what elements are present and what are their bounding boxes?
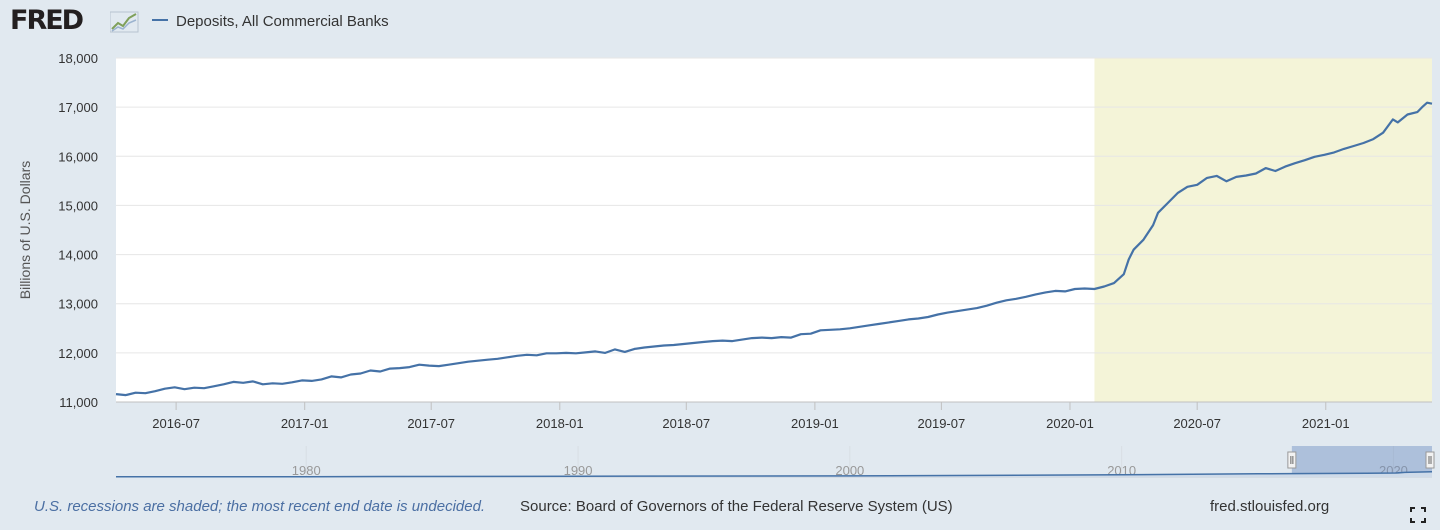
navigator-tick-label: 1980 <box>292 463 321 478</box>
chart-footer: U.S. recessions are shaded; the most rec… <box>0 498 1440 518</box>
navigator-handle-right[interactable] <box>1425 451 1435 469</box>
series-line <box>115 101 1433 397</box>
fullscreen-icon[interactable] <box>1410 507 1426 523</box>
chart-legend[interactable]: Deposits, All Commercial Banks <box>152 13 389 30</box>
handle-box <box>1287 451 1297 469</box>
y-tick-label: 14,000 <box>58 248 98 263</box>
x-tick-label: 2018-07 <box>662 416 710 431</box>
recession-note: U.S. recessions are shaded; the most rec… <box>34 498 486 515</box>
deposits-chart[interactable]: 11,000 12,000 13,000 14,000 15,000 16,000 17,0… <box>0 44 1440 492</box>
y-tick-label: 16,000 <box>58 149 98 164</box>
legend-label: Deposits, All Commercial Banks <box>176 13 389 30</box>
y-tick-label: 18,000 <box>58 51 98 66</box>
y-tick-label: 15,000 <box>58 198 98 213</box>
y-tick-label: 11,000 <box>59 395 98 410</box>
x-tick-label: 2021-01 <box>1302 416 1350 431</box>
navigator-series-line <box>115 471 1433 478</box>
legend-swatch <box>152 19 168 22</box>
recession-shade <box>1094 58 1432 402</box>
x-tick-label: 2019-07 <box>918 416 966 431</box>
x-tick-label: 2017-01 <box>281 416 329 431</box>
y-tick-label: 13,000 <box>58 297 98 312</box>
x-tick-label: 2016-07 <box>152 416 200 431</box>
y-tick-label: 17,000 <box>58 100 98 115</box>
navigator-handle-left[interactable] <box>1287 451 1297 469</box>
fred-graph-icon <box>110 11 139 33</box>
x-tick-label: 2020-07 <box>1173 416 1221 431</box>
x-tick-label: 2020-01 <box>1046 416 1094 431</box>
x-tick-label: 2017-07 <box>407 416 455 431</box>
fred-logo[interactable]: FRED <box>10 5 84 36</box>
chart-header: FRED Deposits, All Commercial Banks <box>0 0 1440 44</box>
handle-box <box>1425 451 1435 469</box>
x-tick-label: 2018-01 <box>536 416 584 431</box>
source-note: Source: Board of Governors of the Federa… <box>520 498 953 515</box>
y-tick-label: 12,000 <box>58 346 98 361</box>
y-axis-label: Billions of U.S. Dollars <box>17 161 33 300</box>
navigator-area <box>116 471 1432 477</box>
site-link[interactable]: fred.stlouisfed.org <box>1210 498 1330 515</box>
navigator-tick-label: 2000 <box>835 463 864 478</box>
navigator-tick-label: 1990 <box>564 463 593 478</box>
x-tick-label: 2019-01 <box>791 416 839 431</box>
